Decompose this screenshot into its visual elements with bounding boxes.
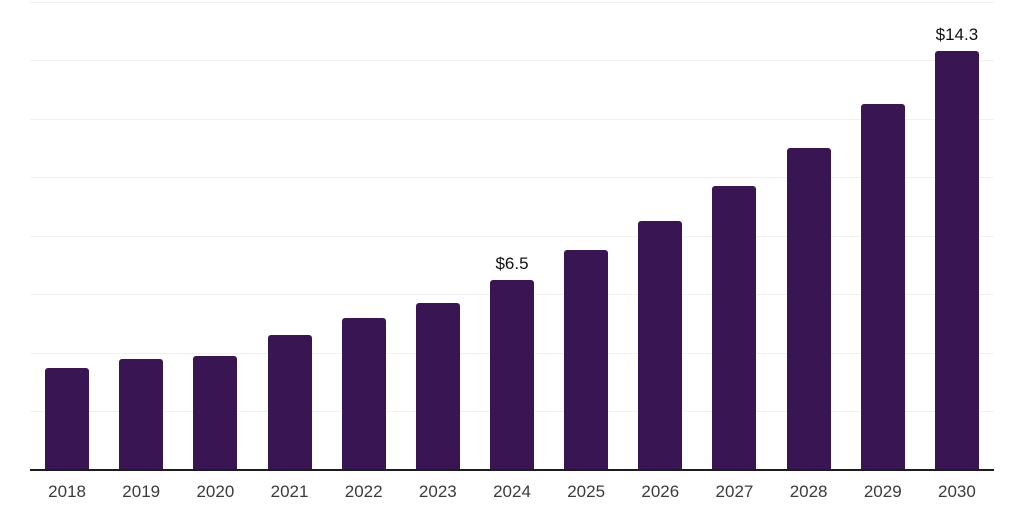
x-tick-2021: 2021 [270, 482, 309, 501]
bar-2019[interactable] [119, 358, 164, 469]
x-tick-2024: 2024 [493, 482, 531, 501]
x-tick-2023: 2023 [418, 482, 457, 501]
gridline-y-8 [30, 235, 994, 237]
bar-2026[interactable] [638, 221, 683, 469]
x-tick-2029: 2029 [863, 482, 902, 501]
gridline-y-14 [30, 60, 994, 62]
bar-2024[interactable] [490, 279, 534, 469]
bar-2018[interactable] [45, 367, 90, 469]
x-tick-2020: 2020 [196, 482, 235, 501]
gridline-y-10 [30, 177, 994, 179]
bar-2025[interactable] [564, 250, 609, 469]
bar-2029[interactable] [860, 103, 905, 469]
x-tick-2022: 2022 [344, 482, 383, 501]
bar-2021[interactable] [267, 335, 312, 469]
bar-2030[interactable] [934, 51, 979, 469]
x-tick-2019: 2019 [122, 482, 161, 501]
x-tick-2025: 2025 [567, 482, 606, 501]
bar-2022[interactable] [341, 317, 386, 469]
bar-2027[interactable] [712, 185, 757, 469]
x-tick-2028: 2028 [789, 482, 828, 501]
x-tick-2027: 2027 [715, 482, 754, 501]
gridline-y-16 [30, 1, 994, 3]
gridline-y-12 [30, 118, 994, 120]
bar-2020[interactable] [193, 355, 238, 469]
bar-2023[interactable] [415, 303, 460, 469]
x-axis-line [30, 469, 994, 471]
x-tick-2018: 2018 [48, 482, 86, 501]
data-label-2024: $6.5 [495, 253, 529, 273]
x-tick-2026: 2026 [641, 482, 680, 501]
bar-2028[interactable] [786, 147, 831, 469]
x-tick-2030: 2030 [938, 482, 976, 501]
data-label-2030: $14.3 [935, 25, 979, 45]
